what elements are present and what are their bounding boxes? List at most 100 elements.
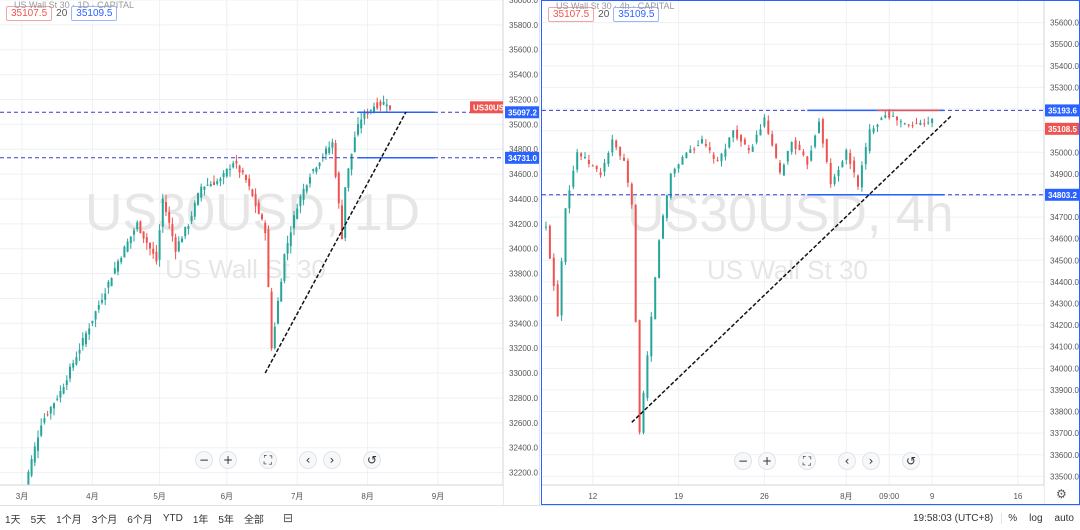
auto-scale-toggle[interactable]: auto [1054,512,1074,524]
price-badge [1045,122,1079,135]
log-scale-toggle[interactable]: log [1029,512,1043,524]
candle-body [665,195,668,218]
candle-body [107,281,110,288]
candle-body [626,160,629,183]
candle-body [794,140,797,149]
candle-body [85,333,87,345]
candle-body [366,112,369,115]
candle-body [40,425,43,436]
candle-body [328,147,331,154]
candle-body [264,222,267,234]
candle-body [315,167,318,172]
x-tick-label: 19 [674,492,683,501]
timeframe-6m-button[interactable]: 6个月 [127,514,153,526]
4h-chart-canvas[interactable]: US30USD, 4h US Wall St 30 33500.0 33600.0 33… [542,1,1079,504]
zoom-in-button[interactable]: + [219,451,237,469]
chart-pane-daily[interactable]: US30USD, 1D US Wall St 30 32200.0 32400.0 32… [0,0,540,505]
timeframe-1y-button[interactable]: 1年 [192,514,209,526]
candle-body [611,139,614,153]
x-tick-label: 4月 [86,492,98,501]
chart-navigation-bar: − + ⛶ ‹ › ↺ [195,451,381,469]
calendar-range-icon[interactable]: ⊟ [282,511,293,525]
candle-body [273,326,276,349]
candle-body [197,193,199,205]
y-tick-label: 35300.0 [1050,83,1079,92]
candle-body [145,237,148,243]
scroll-left-button[interactable]: ‹ [299,451,317,469]
timeframe-1d-button[interactable]: 1天 [5,514,21,526]
settings-gear-icon[interactable]: ⚙ [1056,487,1067,501]
candle-body [740,135,742,142]
candle-body [786,151,789,162]
candle-body [806,156,809,165]
y-tick-label: 34000.0 [1050,364,1079,373]
candle-body [755,134,758,143]
timeframe-5y-button[interactable]: 5年 [218,514,234,526]
fit-screen-button[interactable]: ⛶ [259,451,277,469]
scroll-right-button[interactable]: › [323,451,341,469]
candle-body [615,140,618,148]
timeframe-ytd-button[interactable]: YTD [162,512,183,524]
x-tick-label: 6月 [221,492,233,501]
x-tick-label: 9 [930,492,935,501]
candle-body [283,254,286,282]
candle-body [810,150,813,161]
candle-body [126,241,129,252]
candle-body [743,139,746,145]
candle-body [101,300,103,303]
candle-body [309,177,311,184]
candle-body [296,208,299,219]
candle-body [72,363,75,368]
sell-price-button[interactable]: 35107.5 [548,7,595,22]
fit-screen-button[interactable]: ⛶ [798,452,816,470]
zoom-in-button[interactable]: + [758,452,776,470]
candle-body [325,148,327,155]
candle-body [568,190,571,209]
candle-body [37,437,39,451]
reset-chart-button[interactable]: ↺ [902,452,920,470]
zoom-out-button[interactable]: − [734,452,752,470]
buy-price-button[interactable]: 35109.5 [613,7,660,22]
scroll-left-button[interactable]: ‹ [838,452,856,470]
x-tick-label: 3月 [16,492,28,501]
y-tick-label: 33800.0 [1050,408,1079,417]
y-tick-label: 36000.0 [509,0,538,5]
candle-body [833,176,836,184]
reset-chart-button[interactable]: ↺ [363,451,381,469]
scroll-right-button[interactable]: › [862,452,880,470]
candle-body [222,172,225,178]
percent-scale-toggle[interactable]: % [1008,512,1018,524]
zoom-out-button[interactable]: − [195,451,213,469]
timeframe-5d-button[interactable]: 5天 [30,514,47,526]
chart-pane-4h[interactable]: US30USD, 4h US Wall St 30 33500.0 33600.0 33… [541,0,1080,505]
candle-body [235,160,238,164]
y-tick-label: 32400.0 [509,444,538,453]
candle-body [654,277,657,320]
timeframe-all-button[interactable]: 全部 [243,514,264,526]
timeframe-1m-button[interactable]: 1个月 [56,514,82,526]
candle-body [767,120,770,134]
timeframe-3m-button[interactable]: 3个月 [91,514,118,526]
y-tick-label: 34500.0 [1050,256,1079,265]
timezone-clock[interactable]: 19:58:03 (UTC+8) [905,512,1003,524]
candle-body [88,328,91,335]
sell-price-button[interactable]: 35107.5 [6,6,53,21]
price-badge-label: 34803.2 [1048,191,1077,200]
candle-body [241,170,244,173]
price-axis [503,0,539,505]
candle-body [903,123,906,125]
time-axis [0,485,503,505]
y-tick-label: 35800.0 [509,21,538,30]
y-tick-label: 35400.0 [1050,62,1079,71]
candle-body [911,125,914,127]
candle-body [251,189,254,197]
candle-body [152,248,155,254]
buy-price-button[interactable]: 35109.5 [71,6,118,21]
candle-body [302,188,305,200]
candle-body [139,221,142,234]
candle-body [219,178,222,182]
price-badge-label: 35097.2 [508,108,537,117]
candle-body [634,204,637,323]
candle-body [123,246,126,258]
